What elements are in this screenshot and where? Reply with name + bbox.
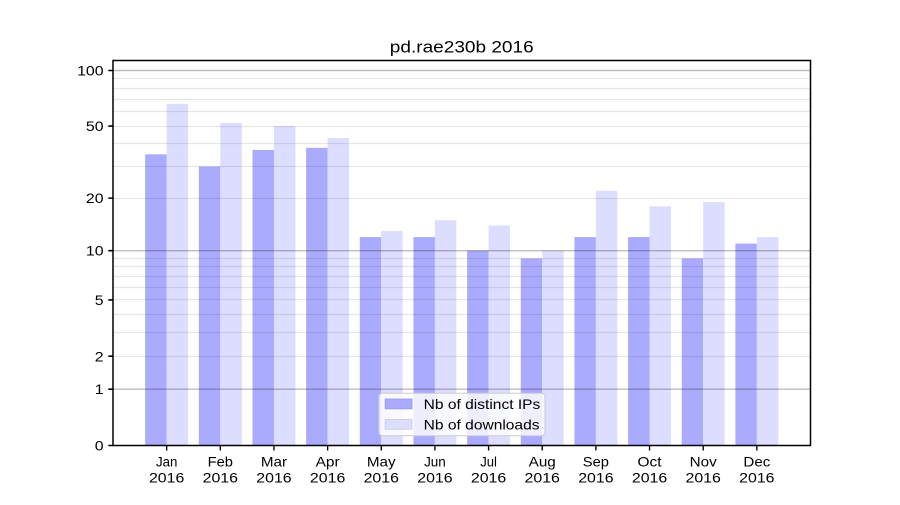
svg-text:2016: 2016 [417,469,453,485]
svg-text:2016: 2016 [364,469,400,485]
svg-text:2016: 2016 [310,469,346,485]
svg-text:Mar: Mar [261,454,288,470]
svg-text:2016: 2016 [203,469,239,485]
svg-text:2016: 2016 [632,469,668,485]
svg-text:Apr: Apr [316,454,340,470]
svg-text:Nb of downloads: Nb of downloads [424,416,540,432]
svg-text:Jul: Jul [480,454,497,470]
svg-text:2016: 2016 [149,469,185,485]
svg-text:0: 0 [95,438,104,454]
svg-text:Feb: Feb [208,454,234,470]
svg-text:Aug: Aug [529,454,556,470]
svg-text:20: 20 [86,190,104,206]
svg-text:2016: 2016 [578,469,614,485]
svg-text:2: 2 [95,348,104,364]
svg-text:2016: 2016 [525,469,561,485]
svg-text:Dec: Dec [743,454,770,470]
svg-text:Jun: Jun [424,454,446,470]
svg-text:Sep: Sep [583,454,609,470]
svg-text:Jan: Jan [156,454,177,470]
svg-text:100: 100 [77,63,104,79]
svg-text:50: 50 [86,118,104,134]
svg-text:May: May [367,454,396,470]
svg-text:Oct: Oct [638,454,662,470]
svg-text:2016: 2016 [686,469,722,485]
svg-text:pd.rae230b 2016: pd.rae230b 2016 [390,38,534,57]
svg-text:1: 1 [95,381,104,397]
svg-text:2016: 2016 [471,469,507,485]
svg-text:Nov: Nov [690,454,717,470]
svg-text:2016: 2016 [739,469,775,485]
svg-text:10: 10 [86,243,104,259]
svg-text:5: 5 [95,292,104,308]
svg-text:2016: 2016 [256,469,292,485]
svg-text:Nb of distinct IPs: Nb of distinct IPs [424,396,541,412]
